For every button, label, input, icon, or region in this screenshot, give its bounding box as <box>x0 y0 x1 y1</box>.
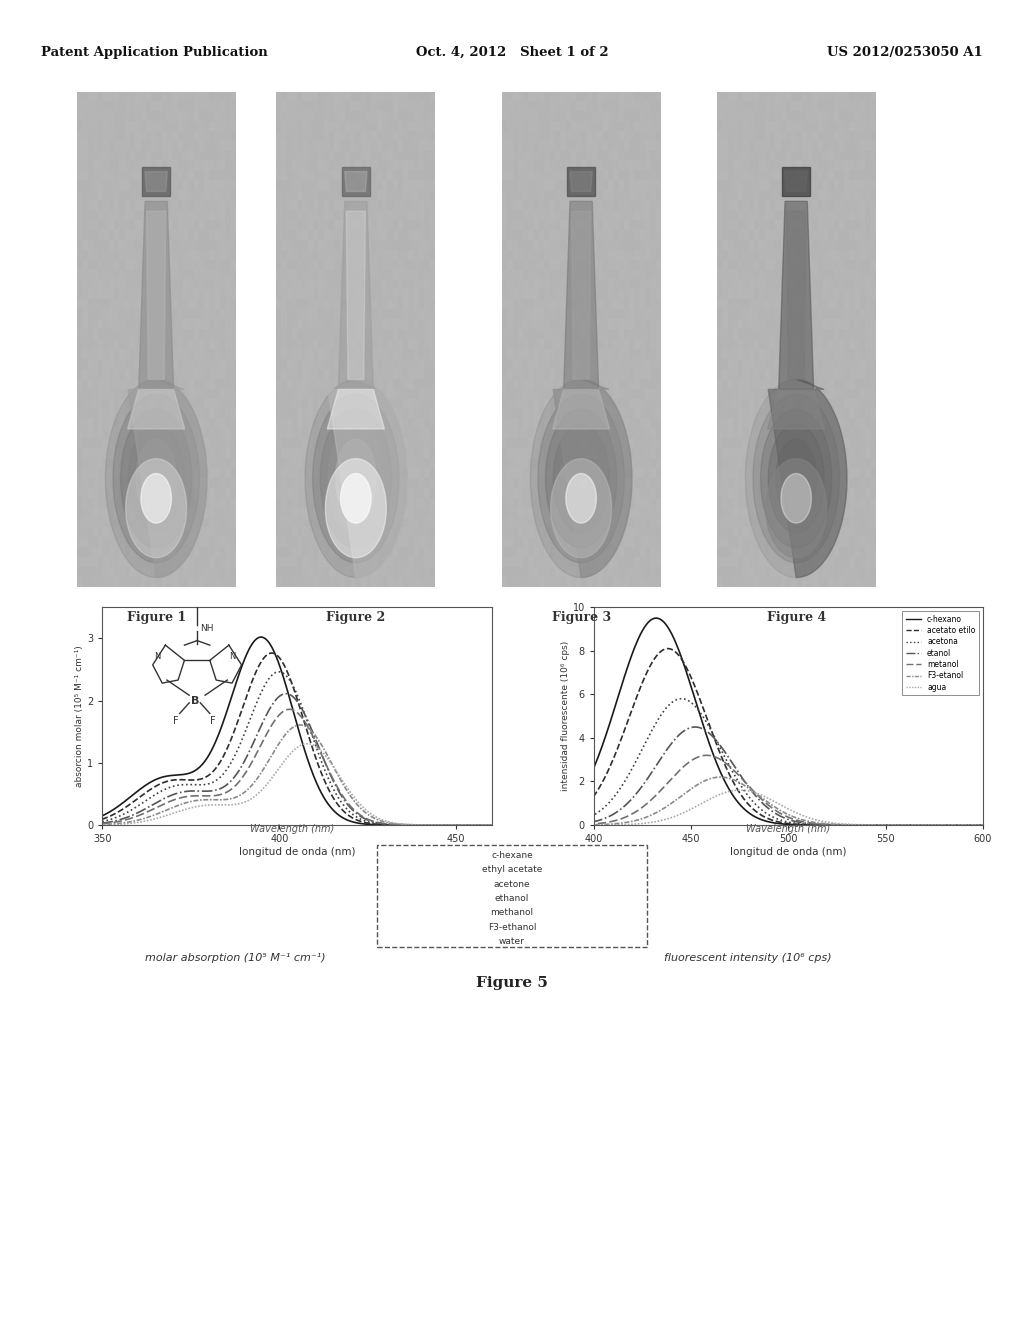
Polygon shape <box>546 409 616 548</box>
Polygon shape <box>781 474 811 523</box>
Polygon shape <box>326 459 386 557</box>
Polygon shape <box>305 380 407 577</box>
Text: NH: NH <box>201 624 214 634</box>
Polygon shape <box>571 211 591 379</box>
Polygon shape <box>145 172 167 191</box>
Polygon shape <box>312 395 399 562</box>
Polygon shape <box>530 380 632 577</box>
Text: molar absorption (10⁵ M⁻¹ cm⁻¹): molar absorption (10⁵ M⁻¹ cm⁻¹) <box>145 953 326 964</box>
Polygon shape <box>128 389 184 429</box>
Polygon shape <box>105 380 207 577</box>
Text: Figure 1: Figure 1 <box>127 611 185 624</box>
Text: fluorescent intensity (10⁶ cps): fluorescent intensity (10⁶ cps) <box>664 953 831 964</box>
Polygon shape <box>138 201 174 389</box>
Polygon shape <box>776 440 816 517</box>
Polygon shape <box>141 474 171 523</box>
Text: methanol: methanol <box>490 908 534 917</box>
Text: N: N <box>229 652 236 661</box>
Polygon shape <box>745 380 847 577</box>
Polygon shape <box>761 409 831 548</box>
Polygon shape <box>786 211 806 379</box>
Polygon shape <box>782 166 810 197</box>
Polygon shape <box>563 201 599 389</box>
Polygon shape <box>328 379 407 578</box>
Text: US 2012/0253050 A1: US 2012/0253050 A1 <box>827 46 983 59</box>
Polygon shape <box>146 211 166 379</box>
Polygon shape <box>753 395 840 562</box>
Polygon shape <box>328 389 384 429</box>
Polygon shape <box>553 424 609 533</box>
Polygon shape <box>321 409 391 548</box>
Text: Figure 4: Figure 4 <box>767 611 825 624</box>
Polygon shape <box>345 172 367 191</box>
Text: Wavelength (nm): Wavelength (nm) <box>746 824 830 834</box>
Polygon shape <box>538 395 625 562</box>
Text: Figure 3: Figure 3 <box>552 611 610 624</box>
Polygon shape <box>553 389 609 429</box>
Y-axis label: intensidad fluorescente (10⁶ cps): intensidad fluorescente (10⁶ cps) <box>561 642 570 791</box>
Text: water: water <box>499 937 525 946</box>
Polygon shape <box>551 459 611 557</box>
Polygon shape <box>768 424 824 533</box>
Polygon shape <box>338 201 374 389</box>
Polygon shape <box>566 474 596 523</box>
Polygon shape <box>328 424 384 533</box>
Polygon shape <box>113 395 200 562</box>
Polygon shape <box>126 459 186 557</box>
Text: ethyl acetate: ethyl acetate <box>482 865 542 874</box>
Polygon shape <box>341 474 371 523</box>
Polygon shape <box>346 211 366 379</box>
X-axis label: longitud de onda (nm): longitud de onda (nm) <box>239 847 355 857</box>
Y-axis label: absorcion molar (10⁵ M⁻¹ cm⁻¹): absorcion molar (10⁵ M⁻¹ cm⁻¹) <box>76 645 84 787</box>
Polygon shape <box>768 379 847 578</box>
Polygon shape <box>121 409 191 548</box>
Polygon shape <box>567 166 595 197</box>
Text: B: B <box>190 697 199 706</box>
Text: c-hexane: c-hexane <box>492 850 532 859</box>
Polygon shape <box>128 424 184 533</box>
Polygon shape <box>136 440 176 517</box>
FancyBboxPatch shape <box>377 845 647 948</box>
Polygon shape <box>142 166 170 197</box>
Polygon shape <box>561 440 601 517</box>
Text: ethanol: ethanol <box>495 894 529 903</box>
X-axis label: longitud de onda (nm): longitud de onda (nm) <box>730 847 847 857</box>
Text: Patent Application Publication: Patent Application Publication <box>41 46 267 59</box>
Polygon shape <box>553 379 632 578</box>
Text: F: F <box>210 715 215 726</box>
Text: F: F <box>173 715 179 726</box>
Text: acetone: acetone <box>494 879 530 888</box>
Polygon shape <box>570 172 592 191</box>
Polygon shape <box>778 201 814 389</box>
Legend: c-hexano, acetato etilo, acetona, etanol, metanol, F3-etanol, agua: c-hexano, acetato etilo, acetona, etanol… <box>902 611 979 696</box>
Text: N: N <box>155 652 161 661</box>
Text: Figure 2: Figure 2 <box>327 611 385 624</box>
Text: F3-ethanol: F3-ethanol <box>487 923 537 932</box>
Polygon shape <box>336 440 376 517</box>
Polygon shape <box>766 459 826 557</box>
Polygon shape <box>785 172 807 191</box>
Text: Oct. 4, 2012   Sheet 1 of 2: Oct. 4, 2012 Sheet 1 of 2 <box>416 46 608 59</box>
Polygon shape <box>768 389 824 429</box>
Polygon shape <box>342 166 370 197</box>
Text: Wavelength (nm): Wavelength (nm) <box>250 824 334 834</box>
Polygon shape <box>128 379 207 578</box>
Text: Figure 5: Figure 5 <box>476 977 548 990</box>
